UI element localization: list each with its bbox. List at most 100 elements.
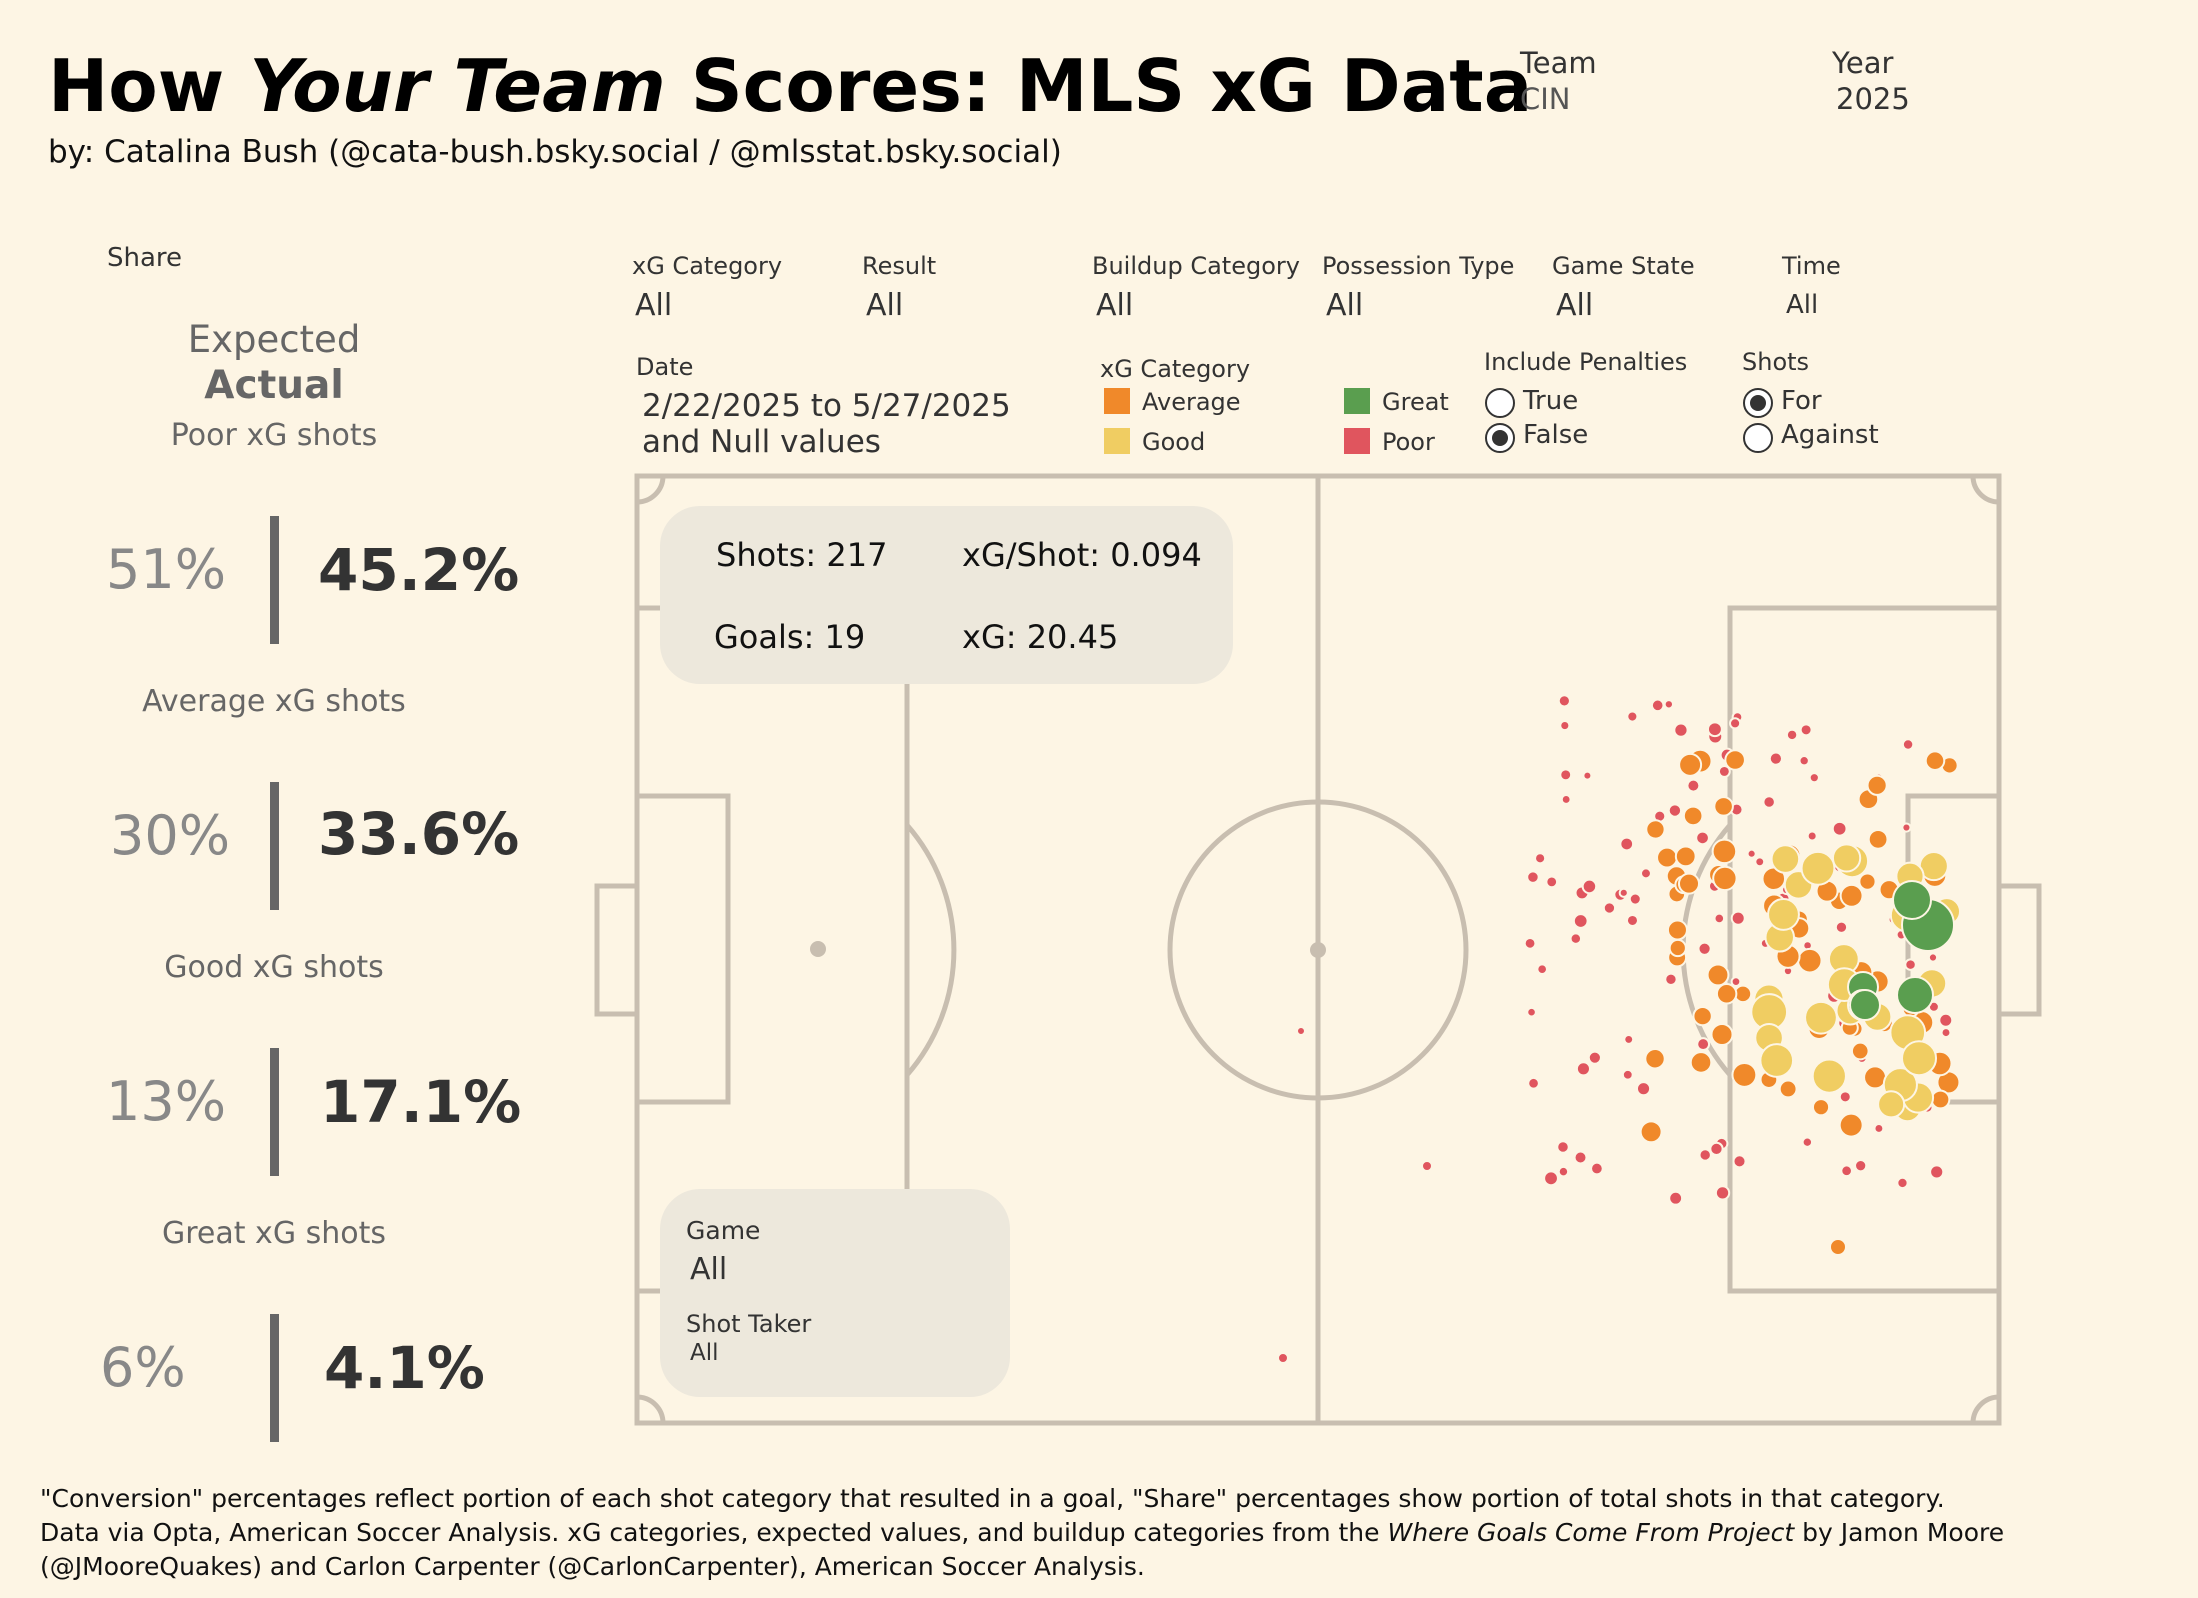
shot-marker-poor[interactable] xyxy=(1640,867,1652,880)
shot-marker-poor[interactable] xyxy=(1686,778,1701,793)
shot-marker-average[interactable] xyxy=(1713,796,1734,817)
shots-against-radio[interactable] xyxy=(1743,423,1773,453)
penalties-true-label[interactable]: True xyxy=(1523,386,1579,416)
shot-marker-great[interactable] xyxy=(1896,976,1934,1014)
shot-marker-poor[interactable] xyxy=(1732,1154,1747,1169)
shot-marker-poor[interactable] xyxy=(1545,875,1559,889)
shot-marker-poor[interactable] xyxy=(1650,698,1665,713)
date-filter-range[interactable]: 2/22/2025 to 5/27/2025 xyxy=(642,388,1011,424)
year-filter-dropdown[interactable]: 2025 xyxy=(1836,82,1910,116)
buildup-filter-dropdown[interactable]: All xyxy=(1096,288,1134,323)
xg-category-filter-dropdown[interactable]: All xyxy=(635,288,673,323)
shot-marker-average[interactable] xyxy=(1863,1065,1888,1090)
shot-marker-poor[interactable] xyxy=(1834,920,1849,934)
shot-marker-poor[interactable] xyxy=(1938,1012,1954,1028)
shot-marker-average[interactable] xyxy=(1668,938,1687,958)
shot-marker-poor[interactable] xyxy=(1896,1176,1909,1190)
shot-marker-poor[interactable] xyxy=(1559,719,1571,732)
shot-marker-average[interactable] xyxy=(1666,919,1688,941)
shot-marker-poor[interactable] xyxy=(1536,963,1548,975)
shot-marker-poor[interactable] xyxy=(1619,836,1635,852)
shot-marker-poor[interactable] xyxy=(1901,822,1912,833)
shots-for-label[interactable]: For xyxy=(1781,386,1822,416)
shot-marker-poor[interactable] xyxy=(1746,848,1757,859)
shot-marker-good[interactable] xyxy=(1804,1000,1838,1035)
shot-marker-poor[interactable] xyxy=(1714,1185,1731,1201)
time-filter-dropdown[interactable]: All xyxy=(1786,290,1819,320)
shot-marker-average[interactable] xyxy=(1930,1089,1951,1110)
shot-marker-good[interactable] xyxy=(1759,1043,1795,1078)
shot-marker-poor[interactable] xyxy=(1709,1141,1724,1157)
shot-marker-good[interactable] xyxy=(1770,844,1801,874)
shot-marker-poor[interactable] xyxy=(1575,1061,1591,1077)
shot-marker-poor[interactable] xyxy=(1664,972,1678,987)
shot-marker-poor[interactable] xyxy=(1581,878,1598,895)
shot-marker-poor[interactable] xyxy=(1762,795,1776,809)
shot-marker-poor[interactable] xyxy=(1618,887,1629,898)
shot-marker-poor[interactable] xyxy=(1695,830,1710,846)
shot-marker-average[interactable] xyxy=(1850,1041,1870,1061)
shot-marker-average[interactable] xyxy=(1656,846,1679,869)
shot-marker-average[interactable] xyxy=(1710,1022,1734,1047)
shot-marker-average[interactable] xyxy=(1924,750,1946,771)
shot-marker-average[interactable] xyxy=(1839,883,1864,908)
shot-marker-poor[interactable] xyxy=(1569,932,1583,945)
shot-marker-good[interactable] xyxy=(1811,1058,1847,1094)
shot-marker-poor[interactable] xyxy=(1621,1068,1634,1081)
shot-marker-poor[interactable] xyxy=(1798,755,1810,767)
shot-marker-poor[interactable] xyxy=(1296,1026,1306,1036)
shot-marker-average[interactable] xyxy=(1829,1238,1847,1256)
shot-taker-filter-dropdown[interactable]: All xyxy=(690,1340,719,1366)
shot-marker-great[interactable] xyxy=(1892,880,1932,920)
penalties-false-radio[interactable] xyxy=(1485,423,1515,453)
shot-marker-average[interactable] xyxy=(1867,828,1889,850)
shot-marker-poor[interactable] xyxy=(1534,852,1547,865)
shot-marker-poor[interactable] xyxy=(1667,803,1683,818)
game-filter-dropdown[interactable]: All xyxy=(690,1252,728,1287)
shot-marker-poor[interactable] xyxy=(1806,830,1818,842)
shot-marker-poor[interactable] xyxy=(1713,912,1726,925)
shot-marker-poor[interactable] xyxy=(1873,1123,1885,1134)
shot-marker-poor[interactable] xyxy=(1768,751,1783,766)
shot-marker-average[interactable] xyxy=(1838,1112,1864,1138)
shot-marker-average[interactable] xyxy=(1677,872,1701,895)
shot-marker-poor[interactable] xyxy=(1730,910,1746,926)
shot-marker-poor[interactable] xyxy=(1696,1037,1711,1052)
shot-marker-average[interactable] xyxy=(1706,963,1730,987)
shot-marker-poor[interactable] xyxy=(1277,1352,1289,1364)
shot-marker-poor[interactable] xyxy=(1523,936,1537,950)
shot-marker-average[interactable] xyxy=(1689,1051,1713,1074)
shot-marker-poor[interactable] xyxy=(1626,710,1639,723)
shot-marker-poor[interactable] xyxy=(1785,728,1799,742)
shot-marker-poor[interactable] xyxy=(1697,941,1712,956)
shot-marker-average[interactable] xyxy=(1778,1079,1798,1099)
shot-marker-good[interactable] xyxy=(1877,1090,1906,1119)
shots-for-radio[interactable] xyxy=(1743,388,1773,418)
shot-marker-poor[interactable] xyxy=(1590,1161,1604,1176)
shot-marker-poor[interactable] xyxy=(1801,1136,1814,1148)
shot-marker-poor[interactable] xyxy=(1543,1170,1559,1187)
shot-marker-good[interactable] xyxy=(1901,1040,1938,1077)
shot-marker-average[interactable] xyxy=(1692,1005,1713,1027)
shot-marker-good[interactable] xyxy=(1831,843,1862,873)
shot-marker-poor[interactable] xyxy=(1602,901,1617,915)
shot-marker-poor[interactable] xyxy=(1559,768,1573,782)
shot-marker-poor[interactable] xyxy=(1901,738,1915,751)
shot-marker-average[interactable] xyxy=(1715,983,1738,1005)
shot-marker-poor[interactable] xyxy=(1729,717,1742,730)
shot-marker-poor[interactable] xyxy=(1421,1160,1433,1172)
shot-marker-poor[interactable] xyxy=(1673,722,1689,738)
shot-marker-poor[interactable] xyxy=(1799,723,1813,737)
shot-marker-average[interactable] xyxy=(1724,749,1746,771)
shot-marker-poor[interactable] xyxy=(1808,772,1820,784)
shot-marker-poor[interactable] xyxy=(1663,699,1675,710)
shot-marker-poor[interactable] xyxy=(1730,976,1742,987)
shot-marker-average[interactable] xyxy=(1796,947,1823,974)
shot-marker-poor[interactable] xyxy=(1698,1148,1712,1162)
shot-marker-poor[interactable] xyxy=(1623,1033,1635,1045)
result-filter-dropdown[interactable]: All xyxy=(866,288,904,323)
shot-marker-poor[interactable] xyxy=(1628,892,1642,906)
shot-marker-great[interactable] xyxy=(1849,989,1881,1021)
shot-marker-average[interactable] xyxy=(1866,774,1888,796)
shot-marker-poor[interactable] xyxy=(1904,958,1917,971)
